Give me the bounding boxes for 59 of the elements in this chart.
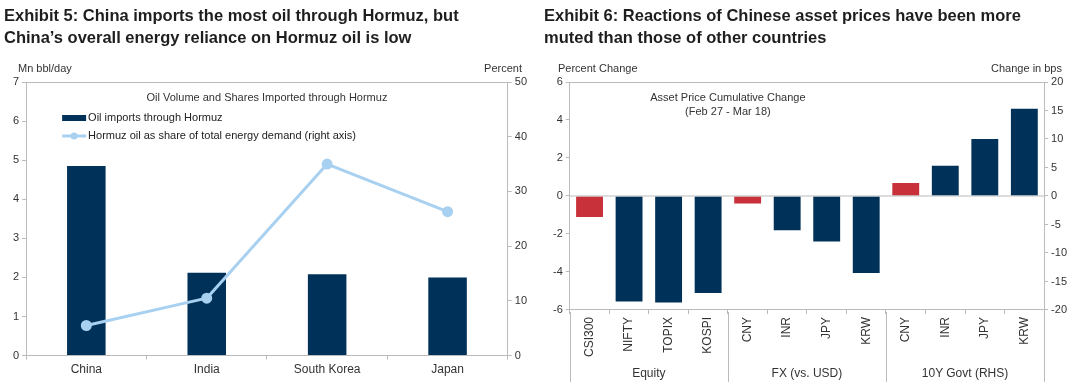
text: Equity bbox=[632, 366, 666, 381]
y-tick-label: 2 bbox=[556, 151, 563, 164]
y-axis-title: Percent Change bbox=[558, 61, 638, 74]
x-tick-label: South Korea bbox=[293, 362, 361, 377]
y-tick-label: 3 bbox=[12, 231, 20, 244]
chart-title: Exhibit 6: Reactions of Chinese asset prices have been more muted than those of other countries bbox=[543, 5, 1022, 48]
x-tick-label: KOSPI bbox=[700, 316, 715, 354]
x-tick-label: JPY bbox=[819, 316, 834, 339]
y-tick-label: -6 bbox=[553, 303, 563, 316]
text: FX (vs. USD) bbox=[771, 366, 843, 381]
y-tick-label: 1 bbox=[12, 309, 20, 322]
y-tick-label: -4 bbox=[553, 265, 563, 278]
y2-tick-label: 0 bbox=[1051, 189, 1058, 202]
x-tick-label: TOPIX bbox=[660, 316, 675, 353]
text: Asset Price Cumulative Change (Feb 27 - Mar 18) bbox=[650, 90, 806, 117]
y2-tick-label: -10 bbox=[1051, 246, 1068, 259]
x-tick-label: KRW bbox=[858, 316, 873, 345]
y-tick-label: 6 bbox=[12, 114, 20, 127]
x-tick-label: Japan bbox=[431, 362, 464, 377]
y2-tick-label: 40 bbox=[514, 129, 528, 142]
legend-label: Hormuz oil as share of total energy demand (right axis) bbox=[88, 129, 356, 142]
y2-tick-label: 10 bbox=[514, 293, 528, 306]
y2-axis-title: Change in bps bbox=[991, 61, 1063, 74]
y-tick-label: 5 bbox=[12, 153, 20, 166]
y2-tick-label: -20 bbox=[1051, 303, 1068, 316]
y2-tick-label: 30 bbox=[514, 184, 528, 197]
y2-tick-label: -15 bbox=[1051, 274, 1068, 287]
x-tick-label: CSI300 bbox=[581, 316, 596, 358]
y-tick-label: 2 bbox=[12, 270, 20, 283]
y2-tick-label: 20 bbox=[514, 239, 528, 252]
y-tick-label: 4 bbox=[556, 113, 563, 126]
y2-tick-label: 5 bbox=[1051, 160, 1058, 173]
chart-title: Exhibit 5: China imports the most oil through Hormuz, but China’s overall energy reliance on Hormuz oil is low bbox=[3, 5, 460, 48]
legend-label: Oil imports through Hormuz bbox=[88, 111, 223, 124]
x-tick-label: CNY bbox=[898, 316, 913, 343]
y-tick-label: 0 bbox=[556, 189, 563, 202]
x-tick-label: India bbox=[193, 362, 221, 377]
y-tick-label: 4 bbox=[12, 192, 20, 205]
y2-axis-title: Percent bbox=[484, 61, 522, 74]
y2-tick-label: -5 bbox=[1051, 217, 1061, 230]
text: 10Y Govt (RHS) bbox=[921, 366, 1009, 381]
y2-tick-label: 10 bbox=[1051, 132, 1064, 145]
x-tick-label: JPY bbox=[977, 316, 992, 339]
y2-tick-label: 15 bbox=[1051, 103, 1064, 116]
x-tick-label: China bbox=[70, 362, 103, 377]
x-tick-label: CNY bbox=[739, 316, 754, 343]
x-tick-label: NIFTY bbox=[621, 316, 636, 352]
y-tick-label: 0 bbox=[12, 348, 20, 361]
x-tick-label: KRW bbox=[1016, 316, 1031, 345]
y2-tick-label: 20 bbox=[1051, 75, 1064, 88]
y2-tick-label: 0 bbox=[514, 348, 521, 361]
y2-tick-label: 50 bbox=[514, 75, 528, 88]
text: Oil Volume and Shares Imported through Hormuz bbox=[146, 90, 388, 103]
y-tick-label: -2 bbox=[553, 227, 563, 240]
y-tick-label: 7 bbox=[12, 75, 20, 88]
x-tick-label: INR bbox=[779, 316, 794, 338]
y-tick-label: 6 bbox=[556, 75, 563, 88]
y-axis-title: Mn bbl/day bbox=[18, 61, 73, 74]
x-tick-label: INR bbox=[937, 316, 952, 338]
